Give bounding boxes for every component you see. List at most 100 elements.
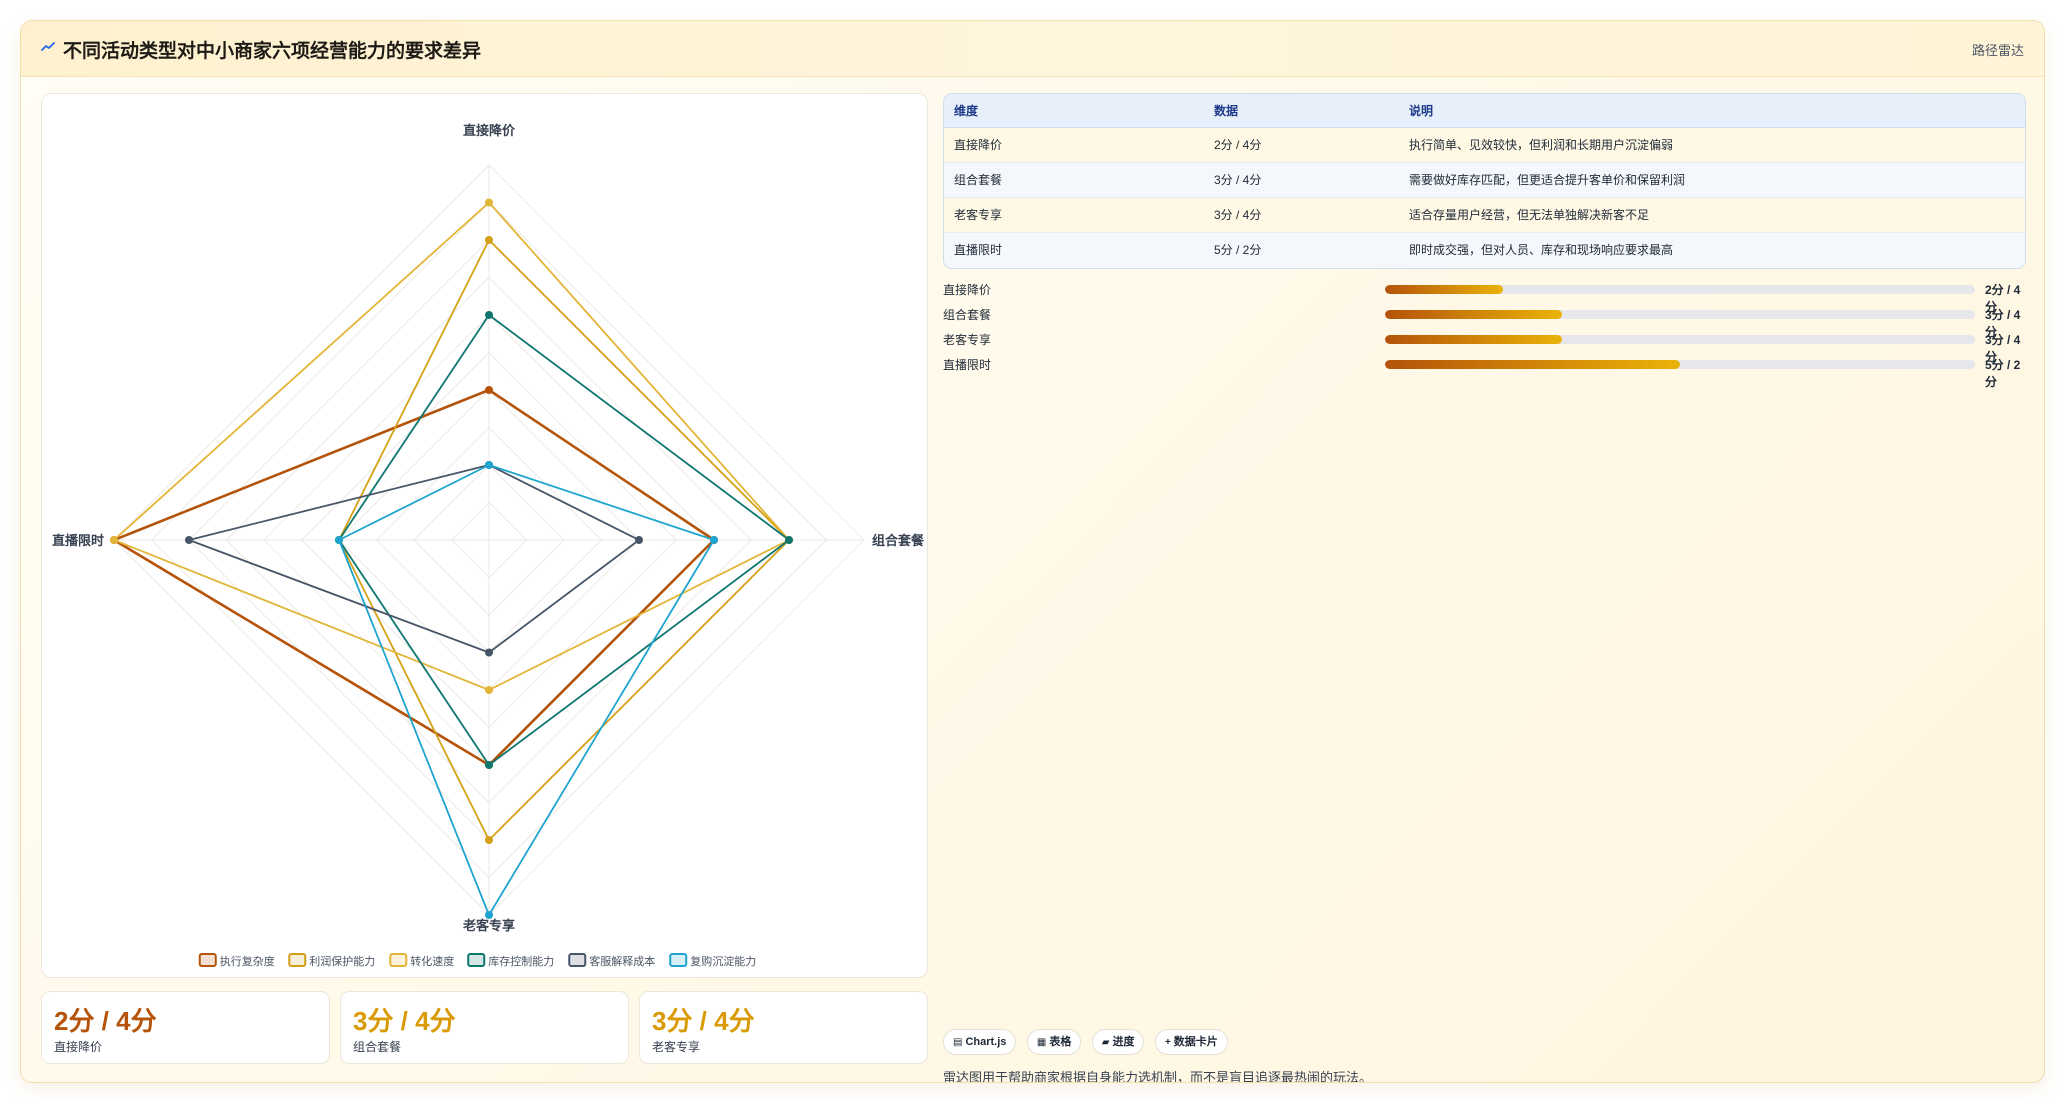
table-cell: 3分 / 4分 [1204,197,1399,233]
badge-chartjs[interactable]: ▤ Chart.js [943,1029,1017,1055]
stat-card-combo-package: 3分 / 4分 组合套餐 [340,991,629,1064]
stat-label: 老客专享 [652,1040,701,1054]
chart-type-tag: 路径雷达 [1971,43,2024,58]
progress-fill [1385,360,1680,369]
axis-label: 直播限时 [52,533,104,548]
data-point [485,648,493,657]
badge-label: Chart.js [965,1036,1007,1048]
table-row: 老客专享 3分 / 4分 适合存量用户经营，但无法单独解决新客不足 [944,197,2025,233]
table-cell: 5分 / 2分 [1204,232,1399,267]
page-title: 不同活动类型对中小商家六项经营能力的要求差异 [63,41,482,62]
progress-label: 老客专享 [943,333,992,347]
table-icon: ▦ [1036,1037,1047,1048]
table-cell: 直播限时 [944,232,1204,267]
legend-swatch [389,953,408,967]
data-point [485,836,493,844]
stat-label: 组合套餐 [353,1040,402,1054]
badge-progress[interactable]: ▰ 进度 [1091,1029,1145,1055]
data-point [110,536,118,544]
legend-swatch [198,953,217,967]
legend-label: 利润保护能力 [309,954,375,968]
table-cell: 2分 / 4分 [1204,127,1399,163]
plus-icon: + [1164,1037,1171,1048]
data-point [485,461,493,469]
card-header: 不同活动类型对中小商家六项经营能力的要求差异 路径雷达 [21,21,2044,77]
table-cell: 执行简单、见效较快，但利润和长期用户沉淀偏弱 [1399,127,2025,163]
table-row: 直接降价 2分 / 4分 执行简单、见效较快，但利润和长期用户沉淀偏弱 [944,127,2025,163]
axis-label: 组合套餐 [872,533,925,548]
badge-table[interactable]: ▦ 表格 [1026,1029,1082,1055]
legend-swatch [467,953,486,967]
main-card: 不同活动类型对中小商家六项经营能力的要求差异 路径雷达 直接降价 组合套餐 老客专享… [20,20,2045,1083]
stat-label: 直接降价 [54,1040,103,1054]
progress-label: 直播限时 [943,358,992,372]
column-header: 数据 [1204,94,1399,128]
data-point [485,311,493,319]
legend-swatch [288,953,307,967]
badge-label: 数据卡片 [1173,1036,1218,1048]
legend-label: 复购沉淀能力 [690,954,756,968]
legend-label: 库存控制能力 [488,954,554,968]
stat-value: 3分 / 4分 [353,1006,456,1036]
data-point [485,911,493,919]
table-row: 直播限时 5分 / 2分 即时成交强，但对人员、库存和现场响应要求最高 [944,232,2025,267]
progress-track [1385,285,1975,294]
data-point [785,536,793,544]
badge-data-card[interactable]: + 数据卡片 [1154,1029,1228,1055]
badge-label: 进度 [1112,1036,1135,1048]
table-cell: 适合存量用户经营，但无法单独解决新客不足 [1399,197,2025,233]
legend-label: 执行复杂度 [220,954,275,968]
stat-card-loyal-customer: 3分 / 4分 老客专享 [639,991,928,1064]
progress-value: 5分 / 2分 [1985,358,2021,389]
progress-row: 直接降价 2分 / 4分 [943,278,2026,314]
data-point [485,386,493,394]
data-point [710,536,718,544]
progress-fill [1385,335,1562,344]
data-table: 维度 数据 说明 直接降价 2分 / 4分 执行简单、见效较快，但利润和长期用户… [943,93,2026,269]
legend-swatch [669,953,688,967]
data-point [335,536,343,544]
stat-card-direct-discount: 2分 / 4分 直接降价 [41,991,330,1064]
progress-icon: ▰ [1101,1037,1110,1048]
progress-label: 直接降价 [943,283,992,297]
footnote: 雷达图用于帮助商家根据自身能力选机制，而不是盲目追逐最热闹的玩法。 [943,1070,1373,1083]
data-point [485,198,493,207]
legend-label: 客服解释成本 [589,954,655,968]
table-row: 组合套餐 3分 / 4分 需要做好库存匹配，但更适合提升客单价和保留利润 [944,162,2025,198]
column-header: 说明 [1399,94,2025,128]
progress-track [1385,310,1975,319]
data-point [485,761,493,769]
axis-label: 直接降价 [463,123,516,138]
legend-label: 转化速度 [410,954,454,968]
progress-label: 组合套餐 [943,308,992,322]
progress-value: 3分 / 4分 [1985,308,2021,339]
table-cell: 老客专享 [944,197,1204,233]
column-header: 维度 [944,94,1204,128]
chart-icon: ▤ [953,1037,963,1048]
axis-label: 老客专享 [462,918,515,933]
radar-chart-panel: 直接降价组合套餐老客专享 直播限时执行复杂度 利润保护能力 转化速度 库存控制能力 客服解… [41,93,928,978]
table-header-row: 维度 数据 说明 [944,94,2025,128]
badge-label: 表格 [1049,1036,1072,1048]
table-cell: 3分 / 4分 [1204,162,1399,198]
data-point [485,236,493,244]
feature-badges: ▤ Chart.js ▦ 表格 ▰ 进度 + 数据卡片 [943,1029,1234,1055]
progress-value: 2分 / 4分 [1985,283,2021,314]
data-point [485,686,493,694]
table-cell: 即时成交强，但对人员、库存和现场响应要求最高 [1399,232,2025,267]
progress-row: 组合套餐 3分 / 4分 [943,303,2026,339]
table-cell: 组合套餐 [944,162,1204,198]
data-point [185,536,193,544]
progress-track [1385,360,1975,369]
progress-fill [1385,285,1503,294]
stat-value: 3分 / 4分 [652,1006,755,1036]
progress-track [1385,335,1975,344]
table-cell: 需要做好库存匹配，但更适合提升客单价和保留利润 [1399,162,2025,198]
progress-value: 3分 / 4分 [1985,333,2021,364]
progress-row: 直播限时 5分 / 2分 [943,353,2026,389]
table-cell: 直接降价 [944,127,1204,163]
progress-fill [1385,310,1562,319]
progress-row: 老客专享 3分 / 4分 [943,328,2026,364]
stat-value: 2分 / 4分 [54,1006,157,1036]
